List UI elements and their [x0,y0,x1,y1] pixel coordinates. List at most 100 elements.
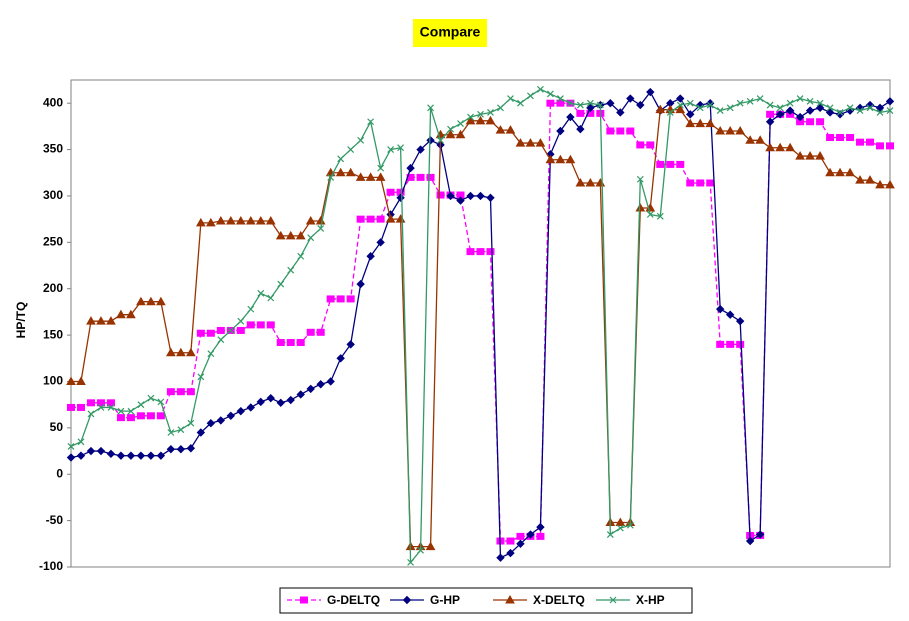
chart-title: Compare [420,24,481,40]
point [305,215,316,225]
point [826,134,835,142]
point [796,95,804,102]
point [375,172,386,181]
point [845,167,855,177]
point [397,144,405,152]
point [307,234,315,242]
point [786,99,794,107]
point [147,394,155,402]
point [856,107,864,115]
point [585,177,596,187]
y-tick-label: 100 [43,374,63,388]
point [795,112,805,122]
point [87,410,95,418]
point [347,146,355,153]
point [186,444,196,453]
point [755,530,765,539]
point [457,120,464,128]
point [885,97,895,106]
point [66,376,76,385]
point [656,212,664,220]
point [246,321,255,329]
point [266,321,275,329]
point [676,160,685,168]
point [815,151,825,160]
point [756,95,764,102]
point [666,109,674,116]
point [555,154,566,164]
point [275,230,286,240]
point [176,347,186,357]
point [96,399,105,407]
point [466,191,475,201]
point [726,340,735,348]
point [716,304,725,314]
point [785,106,795,115]
y-tick-label: 0 [56,466,63,480]
point [385,214,396,223]
point [686,99,694,107]
point [336,354,345,363]
point [556,95,564,102]
point [705,118,716,128]
point [785,142,795,152]
point [286,339,295,347]
point [537,85,544,93]
point [177,426,185,434]
point [216,326,225,334]
point [876,142,885,150]
point [357,136,365,144]
point [186,388,195,396]
point [755,135,766,144]
point [885,179,895,189]
point [106,399,115,407]
point [236,406,245,416]
legend-marker [505,594,515,604]
legend-marker [402,595,412,605]
plot-area [70,79,891,568]
point [266,393,275,403]
point [486,193,495,203]
point [276,339,285,347]
point [517,99,524,107]
point [556,99,565,107]
point [846,104,854,112]
point [376,215,385,223]
point [427,104,434,112]
point [696,104,704,112]
point [96,446,106,456]
point [515,138,526,147]
point [525,138,536,147]
point [486,248,495,256]
point [736,340,745,348]
point [626,521,634,529]
point [137,401,145,409]
point [407,558,415,566]
point [156,412,165,420]
point [276,398,285,408]
point [487,109,494,116]
point [636,141,645,149]
point [725,126,736,135]
point [426,173,435,181]
legend-label: G-DELTQ [327,593,380,607]
point [345,167,356,177]
point [156,296,166,306]
point [746,97,754,105]
point [297,252,305,260]
point [316,380,325,389]
point [886,107,894,115]
point [227,327,235,334]
point [775,110,785,119]
point [635,203,646,212]
point [387,146,395,153]
point [735,316,745,326]
point [166,347,176,357]
point [806,118,815,126]
point [477,110,484,118]
point [356,279,365,289]
point [765,142,776,152]
point [67,403,75,411]
point [846,134,855,142]
point [546,90,554,98]
